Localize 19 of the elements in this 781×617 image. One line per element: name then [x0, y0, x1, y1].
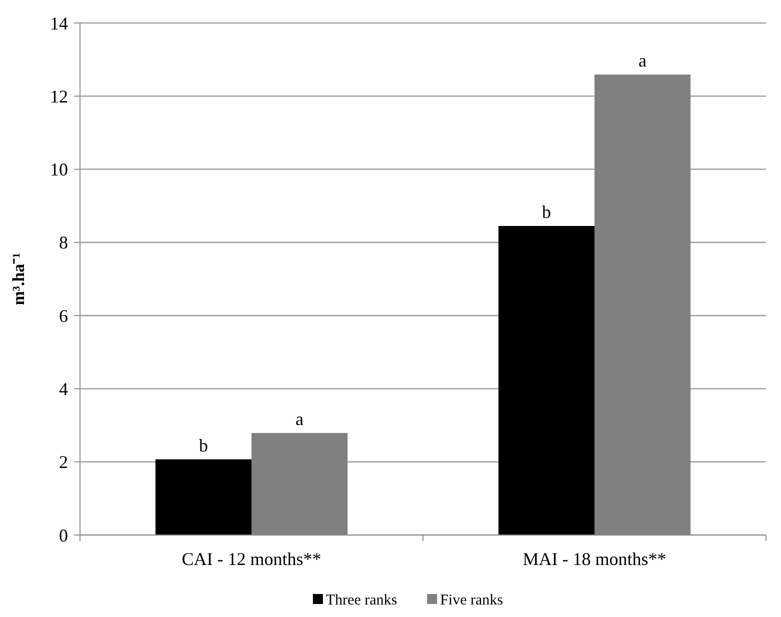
annotation: a — [638, 50, 647, 71]
x-tick-label: MAI - 18 months** — [522, 549, 666, 569]
y-tick-label: 2 — [59, 452, 68, 472]
y-tick-label: 8 — [59, 232, 68, 253]
legend-label: Five ranks — [440, 592, 504, 608]
y-tick-label: 10 — [50, 160, 68, 180]
y-tick-label: 6 — [59, 306, 68, 326]
annotation: a — [296, 408, 304, 429]
y-tick-label: 12 — [50, 86, 68, 106]
y-tick-label: 14 — [50, 13, 68, 34]
annotation: b — [198, 435, 208, 456]
annotation: b — [542, 202, 551, 222]
bar — [155, 459, 252, 535]
y-tick-label: 0 — [59, 525, 68, 546]
y-axis-title: m³.ha⁻¹ — [9, 252, 28, 306]
bar — [498, 226, 594, 535]
y-tick-label: 4 — [59, 379, 68, 400]
legend-label: Three ranks — [326, 592, 398, 608]
x-tick-label: CAI - 12 months** — [182, 549, 322, 569]
